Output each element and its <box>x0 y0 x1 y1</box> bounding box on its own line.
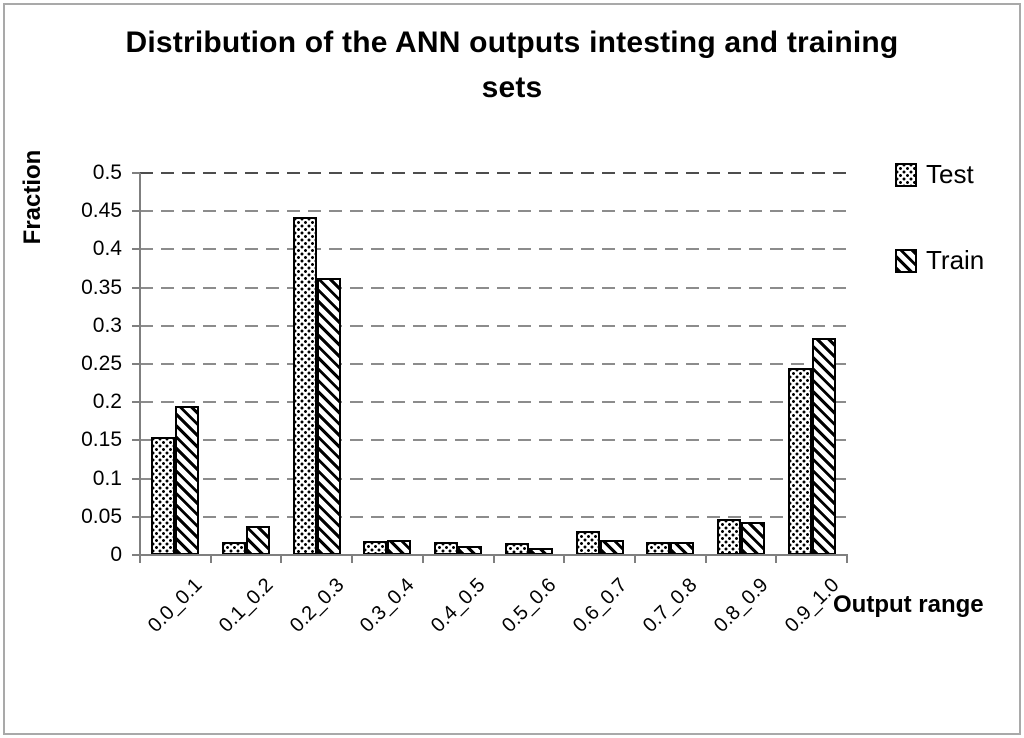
gridline <box>140 477 847 480</box>
x-axis-tick <box>633 555 636 563</box>
bar-train-0.8_0.9 <box>740 522 765 555</box>
y-tick-label: 0.3 <box>92 313 122 337</box>
x-tick-label: 0.2_0.3 <box>285 574 349 637</box>
bar-test-0.1_0.2 <box>222 542 247 555</box>
plot-area <box>140 172 847 555</box>
bar-test-0.8_0.9 <box>716 519 741 555</box>
y-tick-label: 0.5 <box>92 161 122 184</box>
x-tick-label: 0.8_0.9 <box>709 574 773 637</box>
x-tick-label: 0.4_0.5 <box>426 574 490 637</box>
y-tick-label: 0.35 <box>81 275 122 299</box>
y-axis-tick <box>132 515 140 518</box>
bar-test-0.0_0.1 <box>151 436 176 555</box>
gridline <box>140 248 847 251</box>
x-tick-label: 0.0_0.1 <box>144 574 207 637</box>
bar-train-0.3_0.4 <box>387 539 412 555</box>
y-tick-label: 0.45 <box>81 199 122 223</box>
gridline <box>140 439 847 442</box>
x-tick-label: 0.3_0.4 <box>356 574 419 637</box>
y-axis-tick <box>132 554 140 556</box>
x-tick-label: 0.5_0.6 <box>497 574 561 637</box>
legend-item-test: Test <box>895 159 974 190</box>
y-tick-label: 0.4 <box>92 237 122 261</box>
x-tick-label: 0.6_0.7 <box>568 574 632 637</box>
y-axis-tick <box>132 324 140 327</box>
bar-train-0.0_0.1 <box>175 406 200 555</box>
legend-item-train: Train <box>895 245 984 276</box>
x-tick-label: 0.1_0.2 <box>214 574 278 637</box>
bar-test-0.7_0.8 <box>646 542 671 555</box>
y-tick-label: 0.2 <box>92 390 122 414</box>
bar-test-0.2_0.3 <box>292 216 317 555</box>
y-axis-tick <box>132 248 140 251</box>
x-axis-tick <box>492 555 495 563</box>
bar-train-0.6_0.7 <box>599 539 624 555</box>
gridline <box>140 172 847 174</box>
test-series-swatch-icon <box>895 162 917 187</box>
bar-test-0.3_0.4 <box>363 541 388 555</box>
y-axis-tick <box>132 401 140 404</box>
gridline <box>140 286 847 289</box>
bar-test-0.6_0.7 <box>575 531 600 555</box>
gridline <box>140 515 847 518</box>
y-tick-label: 0.15 <box>81 428 122 452</box>
y-tick-label: 0.25 <box>81 352 122 375</box>
legend-label-train: Train <box>926 245 985 275</box>
gridline <box>140 401 847 404</box>
x-axis-tick <box>421 555 424 563</box>
y-axis-tick <box>132 286 140 289</box>
x-axis-tick <box>351 555 354 563</box>
bar-train-0.9_1.0 <box>811 338 836 555</box>
bar-train-0.7_0.8 <box>670 542 695 555</box>
legend-label-test: Test <box>926 159 974 189</box>
y-tick-label: 0 <box>110 543 122 566</box>
y-axis-tick <box>132 477 140 480</box>
x-axis-tick <box>775 555 778 563</box>
x-axis-tick <box>209 555 212 563</box>
x-axis-tick <box>704 555 707 563</box>
bar-test-0.9_1.0 <box>787 367 812 555</box>
x-axis-tick <box>280 555 283 563</box>
bar-train-0.2_0.3 <box>316 278 341 555</box>
x-axis-tick <box>846 555 848 563</box>
y-axis-line <box>139 173 141 555</box>
y-tick-label: 0.1 <box>92 466 122 490</box>
x-axis-tick <box>139 555 141 563</box>
x-axis-tick <box>563 555 566 563</box>
y-tick-label: 0.05 <box>81 504 122 528</box>
gridline <box>140 363 847 365</box>
gridline <box>140 210 847 213</box>
chart-title-line-1: Distribution of the ANN outputs intestin… <box>125 26 899 59</box>
y-axis-tick <box>132 210 140 213</box>
bar-train-0.4_0.5 <box>458 545 483 555</box>
y-axis-tick <box>132 439 140 442</box>
bar-train-0.1_0.2 <box>246 525 271 555</box>
gridline <box>140 324 847 327</box>
y-axis-tick <box>132 363 140 365</box>
y-axis-tick <box>132 172 140 174</box>
x-axis-title: Output range <box>833 591 984 618</box>
bar-test-0.5_0.6 <box>504 542 529 555</box>
x-tick-label: 0.7_0.8 <box>639 574 702 637</box>
train-series-swatch-icon <box>895 248 917 273</box>
chart-title-line-2: sets <box>481 71 543 104</box>
bar-test-0.4_0.5 <box>434 542 459 555</box>
